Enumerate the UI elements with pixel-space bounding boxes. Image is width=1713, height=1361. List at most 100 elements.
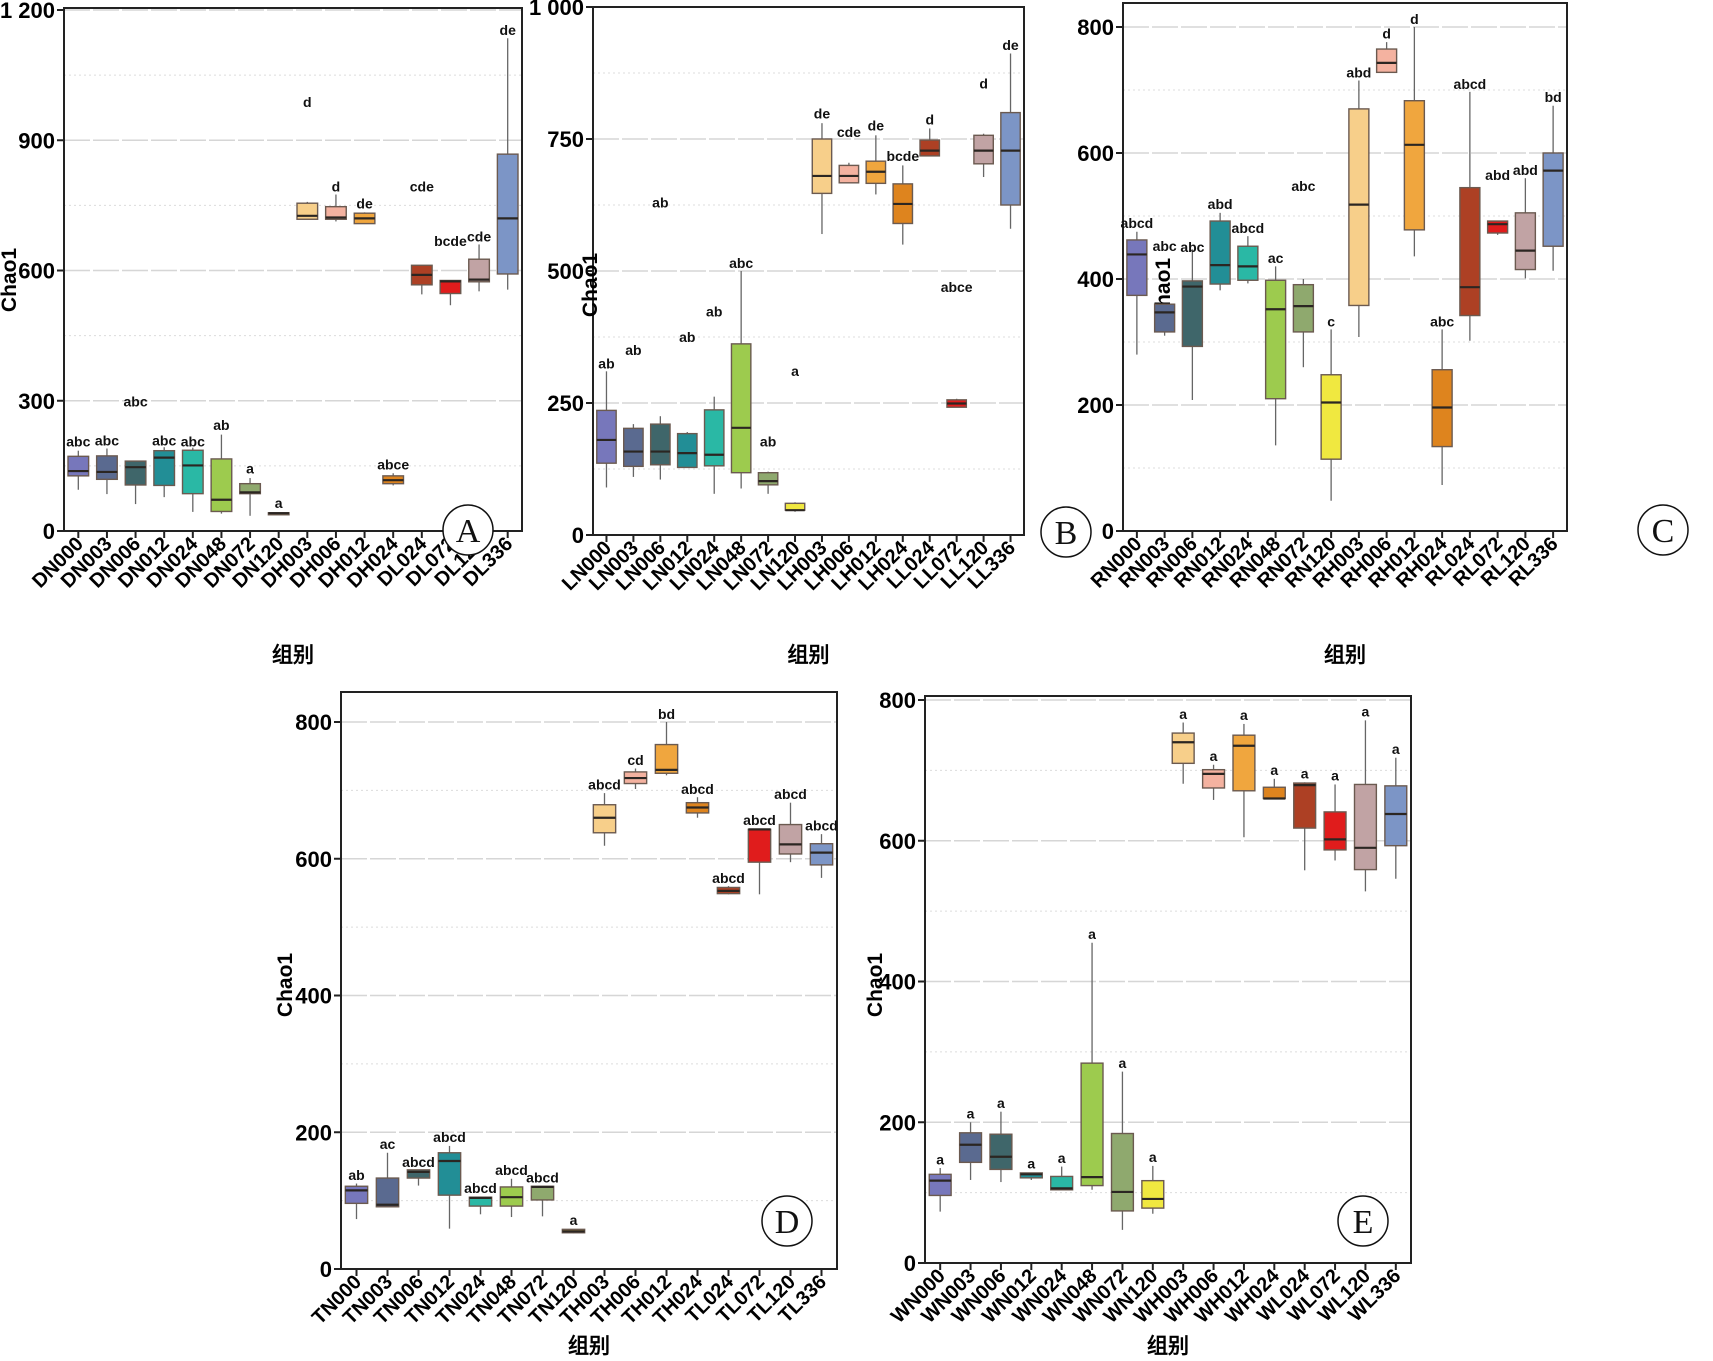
- box-iqr[interactable]: [811, 138, 833, 195]
- box-iqr[interactable]: [1262, 786, 1286, 800]
- box-iqr[interactable]: [1486, 220, 1509, 234]
- box-DN048: ab: [210, 417, 233, 514]
- box-iqr[interactable]: [1153, 303, 1176, 333]
- significance-label: cd: [627, 752, 643, 768]
- box-iqr[interactable]: [730, 343, 752, 474]
- box-iqr[interactable]: [958, 1132, 983, 1164]
- box-LH003: de: [811, 106, 833, 235]
- box-iqr[interactable]: [239, 482, 262, 495]
- box-iqr[interactable]: [596, 409, 617, 464]
- box-iqr[interactable]: [153, 449, 176, 487]
- box-iqr[interactable]: [1126, 239, 1148, 297]
- box-iqr[interactable]: [1353, 783, 1378, 871]
- significance-label: d: [1382, 25, 1391, 41]
- box-iqr[interactable]: [809, 843, 834, 866]
- box-iqr[interactable]: [654, 743, 679, 774]
- significance-label: abd: [1513, 162, 1538, 178]
- box-iqr[interactable]: [1403, 100, 1426, 231]
- box-iqr[interactable]: [928, 1173, 952, 1197]
- significance-label: abc: [152, 433, 176, 449]
- box-RN120: c: [1320, 313, 1342, 501]
- box-iqr[interactable]: [676, 432, 698, 469]
- y-tick-label: 600: [879, 829, 916, 854]
- box-DN072: a: [239, 461, 262, 516]
- box-TN048: abcd: [495, 1162, 528, 1218]
- significance-label: a: [1362, 704, 1370, 720]
- box-DH012: de: [353, 195, 376, 225]
- box-iqr[interactable]: [1514, 212, 1537, 271]
- y-axis-title: Chao1: [274, 953, 297, 1018]
- significance-label: ab: [760, 433, 776, 449]
- box-TL024: abcd: [712, 870, 745, 895]
- box-iqr[interactable]: [1232, 734, 1256, 792]
- box-iqr[interactable]: [989, 1133, 1013, 1171]
- box-iqr[interactable]: [1110, 1132, 1135, 1212]
- box-iqr[interactable]: [1348, 108, 1370, 307]
- box-iqr[interactable]: [496, 153, 519, 275]
- box-iqr[interactable]: [838, 164, 860, 184]
- box-iqr[interactable]: [1181, 280, 1204, 348]
- box-iqr[interactable]: [1050, 1175, 1074, 1191]
- box-iqr[interactable]: [530, 1185, 555, 1201]
- y-tick-label: 0: [572, 523, 584, 548]
- box-LN048: abc: [729, 255, 753, 489]
- box-iqr[interactable]: [1000, 111, 1021, 206]
- box-iqr[interactable]: [649, 423, 671, 466]
- box-LL024: d: [919, 111, 941, 157]
- significance-label: cde: [467, 228, 491, 244]
- box-iqr[interactable]: [1292, 283, 1315, 333]
- box-DL120: cde: [467, 228, 491, 292]
- box-iqr[interactable]: [181, 449, 204, 495]
- box-iqr[interactable]: [778, 823, 803, 855]
- box-iqr[interactable]: [703, 409, 725, 467]
- box-iqr[interactable]: [1201, 768, 1226, 789]
- significance-label: abc: [729, 255, 753, 271]
- box-iqr[interactable]: [344, 1185, 369, 1205]
- panel-label: B: [1055, 515, 1078, 552]
- significance-label: abcd: [712, 870, 745, 886]
- box-DN000: abc: [66, 433, 91, 490]
- box-iqr[interactable]: [623, 427, 644, 468]
- significance-label: d: [332, 179, 341, 195]
- plot-frame: [924, 695, 1412, 1264]
- box-iqr[interactable]: [757, 471, 779, 486]
- significance-label: de: [1002, 37, 1019, 53]
- significance-label: ab: [706, 304, 722, 320]
- box-iqr[interactable]: [1320, 374, 1342, 460]
- y-tick-label: 800: [295, 710, 332, 735]
- box-WH003: a: [1171, 706, 1195, 784]
- box-iqr[interactable]: [1171, 732, 1195, 765]
- box-iqr[interactable]: [210, 458, 233, 513]
- box-iqr[interactable]: [1293, 782, 1317, 829]
- x-axis-title: 组别: [788, 643, 830, 667]
- box-iqr[interactable]: [1384, 785, 1408, 847]
- box-iqr[interactable]: [1080, 1062, 1104, 1187]
- box-iqr[interactable]: [437, 1152, 462, 1196]
- box-LN012: ab: [676, 329, 698, 469]
- box-iqr[interactable]: [324, 205, 347, 220]
- box-iqr[interactable]: [468, 258, 491, 283]
- box-iqr[interactable]: [1237, 245, 1259, 281]
- box-iqr[interactable]: [919, 139, 941, 157]
- box-iqr[interactable]: [1209, 220, 1231, 285]
- box-iqr[interactable]: [124, 460, 147, 486]
- box-iqr[interactable]: [95, 455, 118, 481]
- significance-label: d: [1410, 11, 1419, 27]
- box-iqr[interactable]: [1264, 279, 1287, 400]
- box-iqr[interactable]: [1323, 811, 1347, 851]
- box-DH006: d: [324, 179, 347, 222]
- box-iqr[interactable]: [747, 828, 772, 863]
- box-DL072: bcde: [434, 233, 467, 306]
- box-RH024: abc: [1430, 313, 1454, 486]
- box-iqr[interactable]: [67, 455, 90, 477]
- box-iqr[interactable]: [1141, 1179, 1165, 1209]
- box-iqr[interactable]: [1542, 152, 1564, 247]
- box-iqr[interactable]: [1375, 48, 1398, 74]
- box-TL072: abcd: [743, 812, 776, 895]
- y-tick-label: 900: [18, 128, 55, 153]
- box-iqr[interactable]: [406, 1169, 431, 1179]
- y-tick-label: 800: [1077, 15, 1114, 40]
- significance-label: abc: [124, 393, 148, 409]
- box-iqr[interactable]: [1459, 186, 1481, 317]
- box-iqr[interactable]: [375, 1177, 400, 1208]
